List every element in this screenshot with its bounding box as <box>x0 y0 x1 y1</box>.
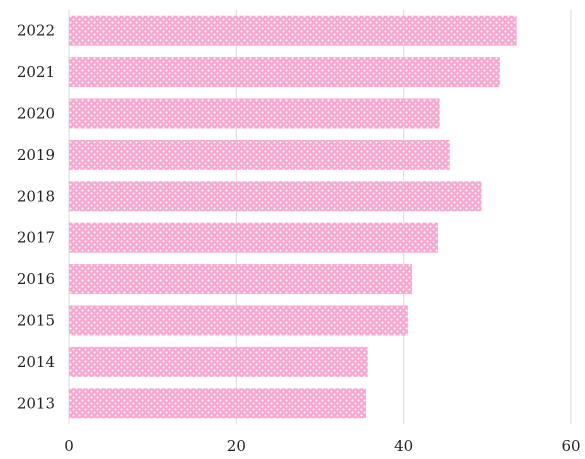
category-label-2013: 2013 <box>17 394 55 412</box>
bar-2020 <box>69 98 440 129</box>
category-label-2016: 2016 <box>17 270 55 288</box>
bar-2013 <box>69 388 367 419</box>
y-axis-labels: 2022 2021 2020 2019 2018 2017 2016 2015 2014 2013 <box>17 22 55 413</box>
category-label-2017: 2017 <box>17 229 55 247</box>
bar-2017 <box>69 222 438 253</box>
bars <box>69 15 517 419</box>
category-label-2022: 2022 <box>17 22 55 40</box>
category-label-2020: 2020 <box>17 105 55 123</box>
category-label-2021: 2021 <box>17 63 55 81</box>
x-axis-labels: 0 20 40 60 <box>64 437 580 455</box>
x-tick-label: 40 <box>394 437 413 455</box>
category-label-2015: 2015 <box>17 312 55 330</box>
bar-2016 <box>69 264 413 295</box>
x-tick-label: 20 <box>227 437 246 455</box>
x-tick-label: 0 <box>64 437 74 455</box>
category-label-2018: 2018 <box>17 187 55 205</box>
bar-2021 <box>69 57 500 88</box>
bar-2022 <box>69 15 517 46</box>
category-label-2019: 2019 <box>17 146 55 164</box>
category-label-2014: 2014 <box>17 353 55 371</box>
bar-2015 <box>69 305 408 336</box>
bar-2014 <box>69 346 368 377</box>
x-tick-label: 60 <box>561 437 580 455</box>
bar-2019 <box>69 139 450 170</box>
bar-2018 <box>69 181 482 212</box>
